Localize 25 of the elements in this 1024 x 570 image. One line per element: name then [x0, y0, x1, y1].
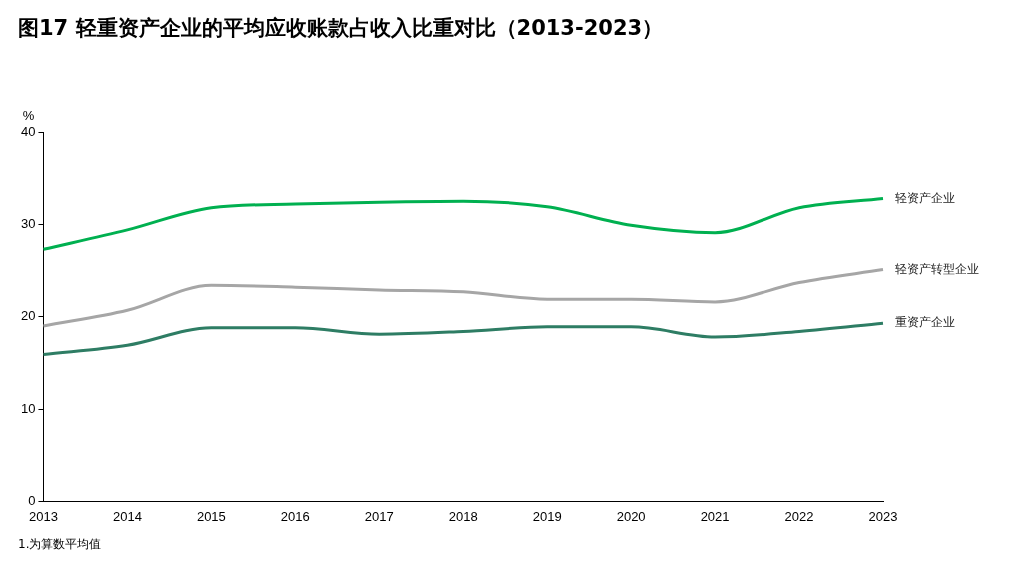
line-series	[41, 196, 885, 251]
x-tick-label: 2022	[784, 508, 814, 524]
x-tick-label: 2013	[29, 508, 58, 524]
series-label: 轻资产转型企业	[895, 261, 979, 276]
x-tick-label: 2014	[112, 508, 142, 524]
series-label: 重资产企业	[895, 315, 955, 330]
x-tick-label: 2017	[364, 508, 394, 524]
x-tick-label: 2023	[868, 508, 898, 524]
x-tick-label: 2016	[280, 508, 310, 524]
line-series	[41, 268, 885, 328]
y-axis-title: %	[22, 107, 35, 123]
x-tick-label: 2018	[448, 508, 478, 524]
y-tick-label: 30	[20, 215, 36, 231]
y-tick-label: 20	[20, 308, 36, 324]
text: 1.为算数平均值	[17, 536, 103, 553]
x-tick-label: 2021	[700, 508, 730, 524]
y-tick-label: 10	[20, 400, 36, 416]
y-tick-label: 40	[20, 123, 36, 139]
x-tick-label: 2015	[196, 508, 226, 524]
line-series	[41, 321, 885, 357]
series-label: 轻资产企业	[895, 190, 955, 205]
x-tick-label: 2020	[616, 508, 646, 524]
chart-title: 图17 轻重资产企业的平均应收账款占收入比重对比（2013-2023）	[17, 15, 665, 42]
y-tick-label: 0	[28, 492, 36, 508]
x-tick-label: 2019	[532, 508, 562, 524]
